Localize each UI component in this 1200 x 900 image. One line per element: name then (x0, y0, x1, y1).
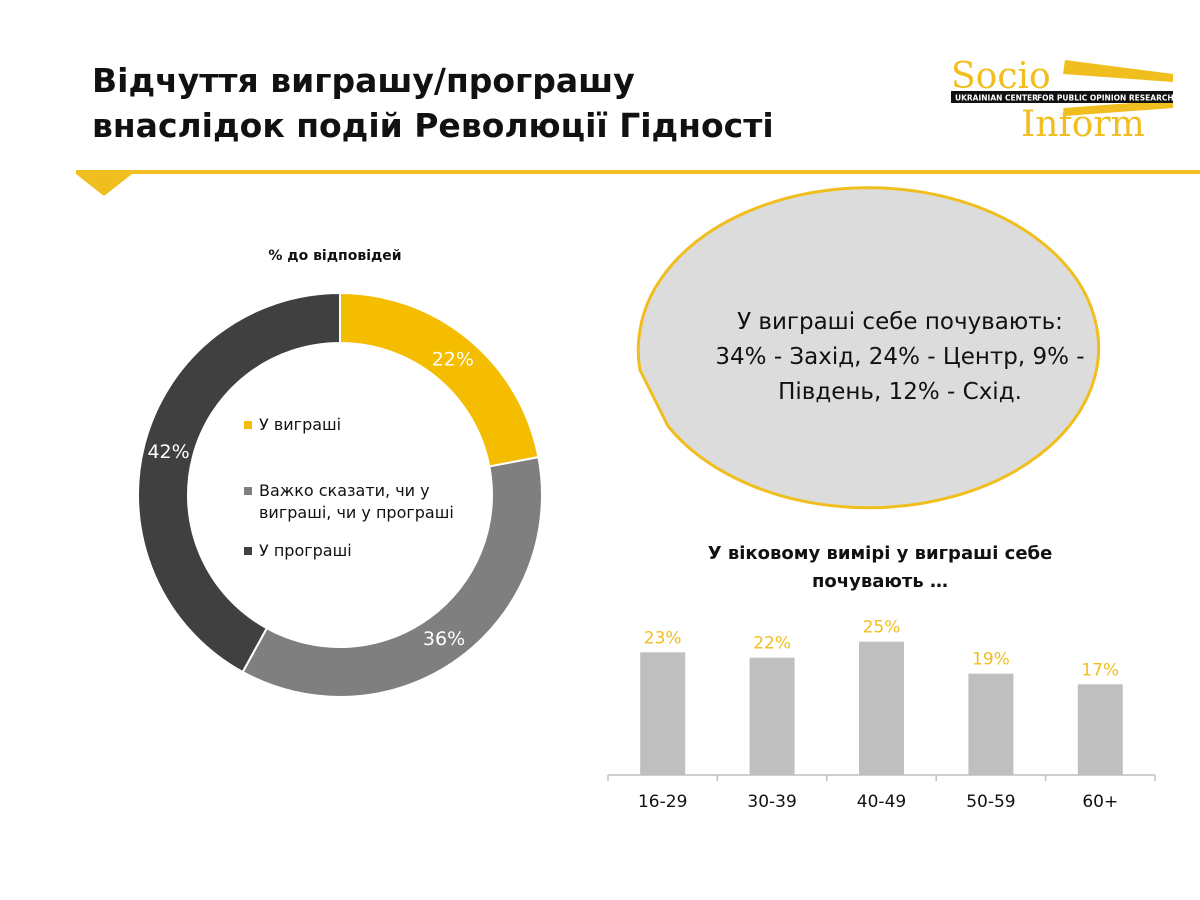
logo-swoosh-bottom (1063, 100, 1173, 116)
logo-word-bottom: Inform (1021, 104, 1145, 140)
bar-value-label-50-59: 19% (972, 650, 1010, 670)
donut-value-label-hard-to-say: 36% (423, 628, 465, 650)
callout-line-2: 34% - Захід, 24% - Центр, 9% - (715, 344, 1085, 370)
bar-40-49 (859, 641, 904, 775)
donut-chart-title: % до відповідей (268, 248, 402, 264)
bar-16-29 (640, 652, 686, 775)
legend-label-hard-to-say: Важко сказати, чи у виграші, чи у програ… (259, 481, 454, 522)
logo-band-right: FOR PUBLIC OPINION RESEARCH (1037, 94, 1174, 103)
title-notch (76, 174, 132, 196)
logo-swoosh-top (1063, 60, 1173, 82)
slide-title-line-1: Відчуття виграшу/програшу (92, 61, 635, 100)
title-rule (76, 170, 1200, 174)
bar-value-label-30-39: 22% (753, 634, 791, 654)
bar-value-label-16-29: 23% (644, 628, 682, 648)
callout-line-3: Південь, 12% - Схід. (778, 379, 1022, 405)
bar-chart-title: У віковому вимірі у виграші себе почуваю… (707, 543, 1053, 592)
bar-category-label-16-29: 16-29 (638, 792, 687, 812)
donut-value-label-lose: 42% (147, 441, 189, 463)
donut-chart: 22% 36% 42% (137, 291, 543, 698)
legend-item-lose: У програші (244, 540, 484, 562)
legend-swatch-lose (244, 547, 252, 555)
donut-slice-hard-to-say (241, 455, 543, 698)
donut-slice-lose (137, 291, 341, 674)
bar-category-label-30-39: 30-39 (747, 792, 796, 812)
bar-chart: 23% 16-29 22% 30-39 25% 40-49 19% 50-59 17% 60+ (607, 618, 1156, 812)
legend-swatch-win (244, 421, 252, 429)
bar-value-label-40-49: 25% (863, 618, 901, 638)
legend-swatch-hard-to-say (244, 487, 252, 495)
bar-value-label-60+: 17% (1081, 660, 1119, 680)
legend-item-hard-to-say: Важко сказати, чи у виграші, чи у програ… (244, 480, 484, 524)
donut-value-label-win: 22% (432, 349, 474, 371)
legend-label-win: У виграші (259, 415, 342, 434)
bar-50-59 (968, 673, 1014, 775)
bar-category-label-60+: 60+ (1082, 792, 1118, 812)
socioinform-logo: Socio UKRAINIAN CENTER FOR PUBLIC OPINIO… (951, 56, 1174, 140)
legend-label-lose: У програші (259, 541, 352, 560)
legend-item-win: У виграші (244, 414, 484, 436)
logo-band (951, 91, 1173, 103)
callout-bubble-shape (636, 186, 1101, 510)
bar-category-label-40-49: 40-49 (857, 792, 906, 812)
slide-title-line-2: внаслідок подій Революції Гідності (92, 106, 774, 145)
callout-text: У виграші себе почувають: 34% - Захід, 2… (690, 305, 1110, 410)
donut-legend: У виграші Важко сказати, чи у виграші, ч… (244, 414, 484, 562)
logo-band-left: UKRAINIAN CENTER (955, 94, 1038, 103)
callout-bubble (636, 186, 1101, 510)
slide-title: Відчуття виграшу/програшу внаслідок поді… (92, 58, 792, 148)
bar-60+ (1077, 684, 1123, 775)
callout-line-1: У виграші себе почувають: (737, 309, 1063, 335)
bar-30-39 (749, 657, 795, 775)
bar-category-label-50-59: 50-59 (966, 792, 1015, 812)
logo-word-top: Socio (951, 56, 1051, 97)
